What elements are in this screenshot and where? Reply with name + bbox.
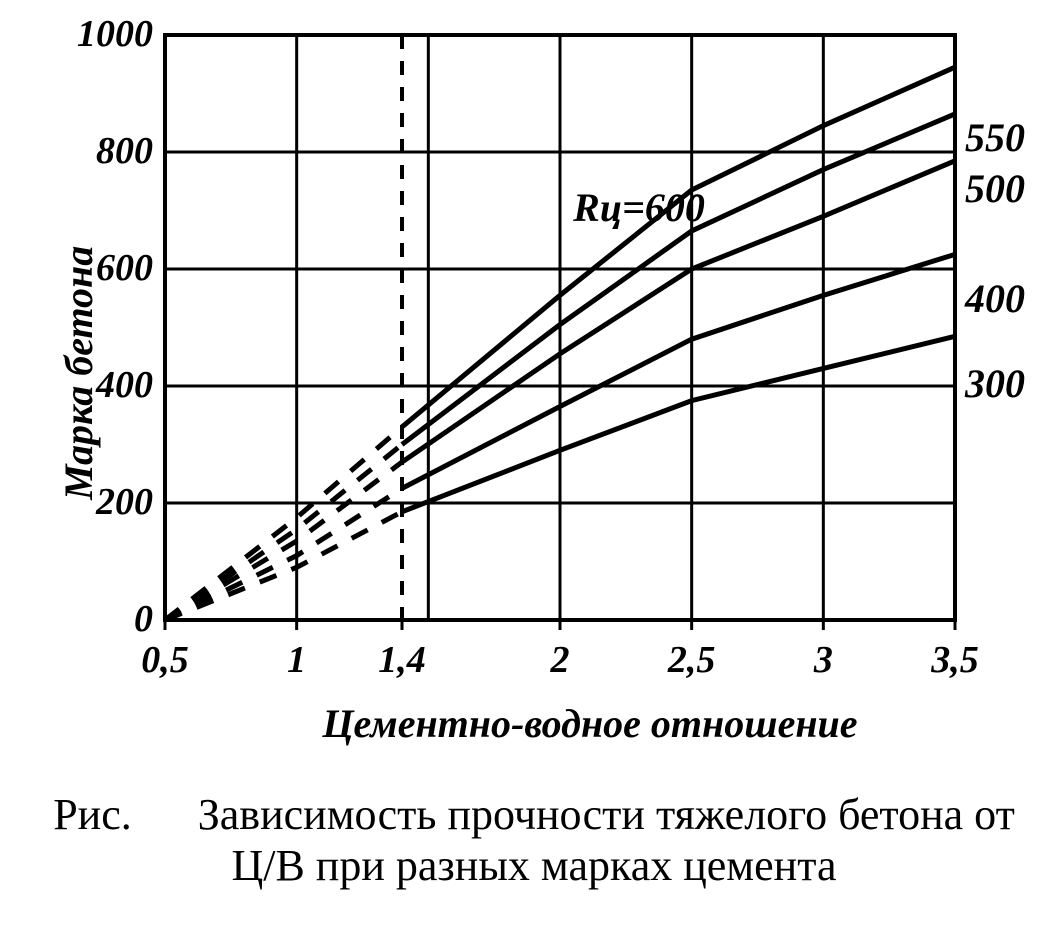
chart-container: Марка бетона Цементно-водное отношение 0… [0,0,1048,936]
y-tick-label: 1000 [53,12,153,56]
caption-prefix: Рис. [53,790,132,839]
x-tick-label: 1,4 [362,638,442,682]
figure-caption: Рис. Зависимость прочности тяжелого бето… [30,790,1038,891]
series-label: 300 [965,360,1025,407]
series-label: 500 [965,165,1025,212]
x-tick-label: 3,5 [915,638,995,682]
y-tick-label: 0 [53,597,153,641]
caption-text: Зависимость прочности тяжелого бетона от… [198,790,1015,890]
y-tick-label: 600 [53,246,153,290]
curve-annotation: Rц=600 [573,184,705,231]
series-label: 400 [965,275,1025,322]
x-tick-label: 0,5 [125,638,205,682]
series-label: 550 [965,114,1025,161]
x-tick-label: 1 [257,638,337,682]
x-tick-label: 2,5 [652,638,732,682]
x-tick-label: 3 [783,638,863,682]
y-tick-label: 800 [53,129,153,173]
x-tick-label: 2 [520,638,600,682]
x-axis-label: Цементно-водное отношение [225,700,955,747]
y-tick-label: 400 [53,363,153,407]
y-tick-label: 200 [53,480,153,524]
